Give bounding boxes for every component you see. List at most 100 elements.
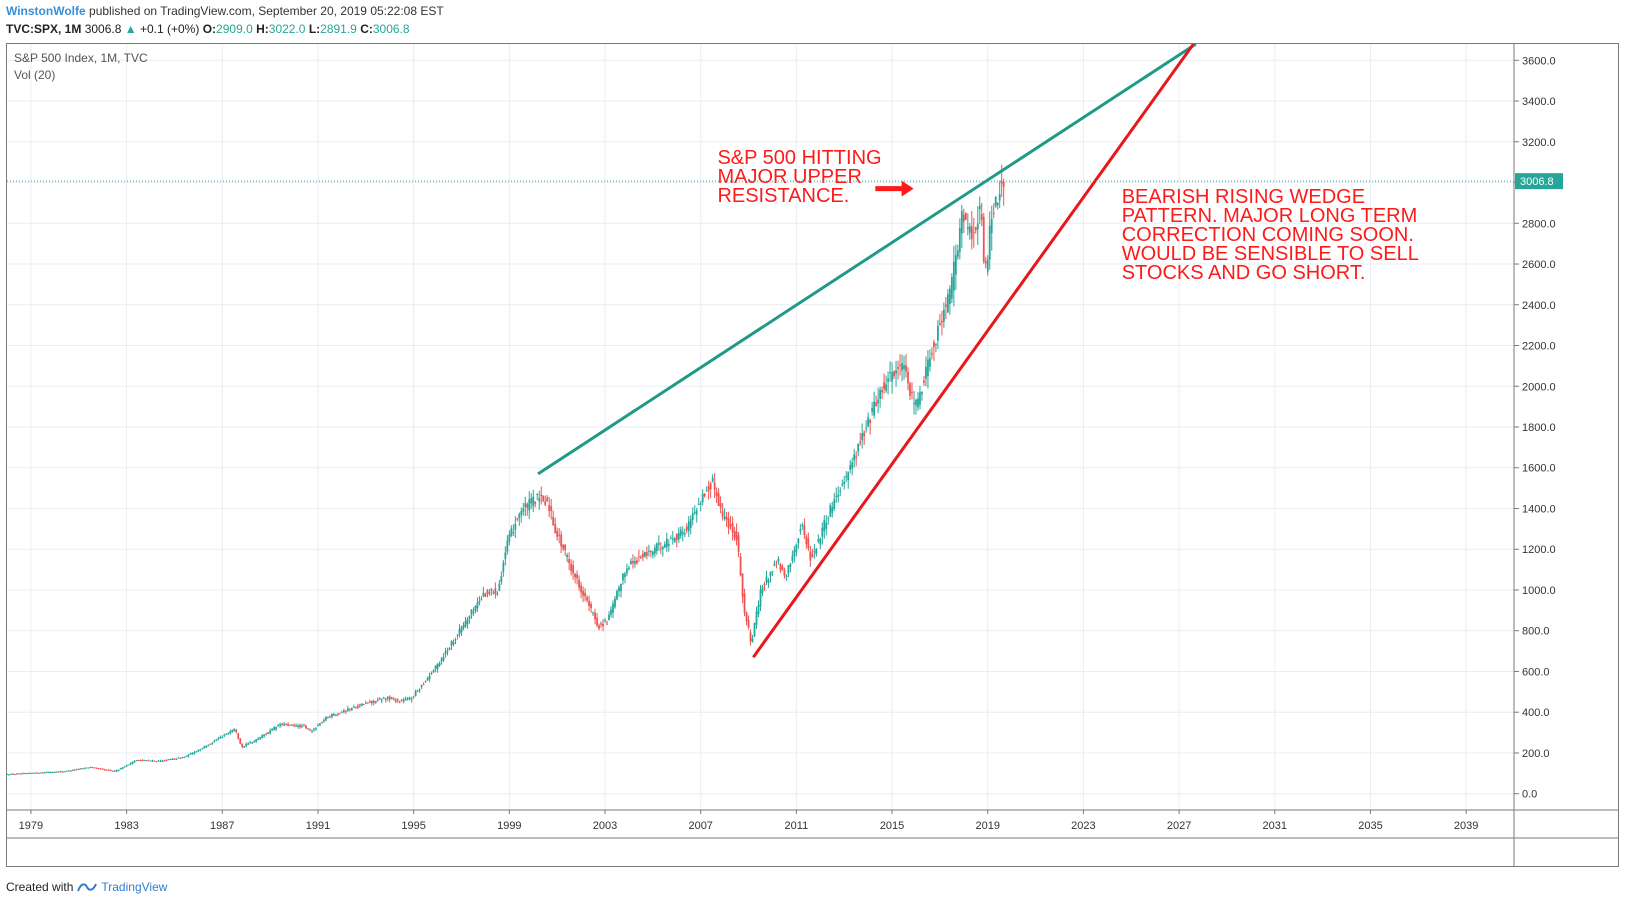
candle-body xyxy=(839,490,842,492)
candle-body xyxy=(428,675,431,680)
candle-body xyxy=(24,773,26,775)
candle-body xyxy=(663,544,666,548)
author-link[interactable]: WinstonWolfe xyxy=(6,4,86,18)
x-tick-label: 1987 xyxy=(210,820,234,832)
candle-body xyxy=(474,606,477,612)
candle-body xyxy=(257,738,260,740)
candle-body xyxy=(946,294,949,313)
candle-body xyxy=(795,544,798,552)
candle-body xyxy=(432,670,435,673)
candle-body xyxy=(452,642,455,645)
candle-body xyxy=(751,638,754,642)
candle-body xyxy=(329,716,331,718)
candle-body xyxy=(787,565,790,574)
candle-body xyxy=(937,325,939,341)
candle-body xyxy=(476,602,479,609)
candle-body xyxy=(785,575,788,577)
candle-body xyxy=(721,511,724,517)
candle-body xyxy=(665,538,668,547)
candle-body xyxy=(520,511,523,515)
candle-body xyxy=(149,760,152,762)
candle-body xyxy=(825,522,828,529)
candle-body xyxy=(871,407,874,412)
candle-body xyxy=(396,699,399,701)
candle-body xyxy=(893,371,895,377)
candle-body xyxy=(32,772,34,774)
candle-body xyxy=(331,713,333,717)
high-value: 3022.0 xyxy=(268,22,306,36)
candle-body xyxy=(630,561,632,565)
candle-body xyxy=(67,770,70,772)
candle-body xyxy=(468,615,471,619)
candle-body xyxy=(769,571,772,576)
candle-body xyxy=(28,772,30,774)
candle-body xyxy=(153,760,156,762)
candle-body xyxy=(119,768,122,770)
candle-body xyxy=(173,758,176,760)
trendlines xyxy=(537,42,1197,659)
candle-body xyxy=(293,724,295,726)
candle-body xyxy=(307,728,309,730)
candle-body xyxy=(59,771,62,773)
candle-body xyxy=(590,603,592,608)
candle-body xyxy=(797,538,800,544)
candle-body xyxy=(321,722,323,724)
candle-body xyxy=(311,730,313,732)
candle-body xyxy=(422,683,425,685)
low-label: L: xyxy=(308,22,321,36)
candle-body xyxy=(93,767,96,769)
candle-body xyxy=(484,594,487,597)
candle-body xyxy=(486,590,489,595)
annotation-1-line: RESISTANCE. xyxy=(717,185,849,207)
candle-body xyxy=(424,680,427,682)
low-value: 2891.9 xyxy=(320,22,357,36)
candle-body xyxy=(454,639,457,641)
candle-body xyxy=(789,563,792,567)
candle-body xyxy=(386,696,389,699)
candle-body xyxy=(823,519,826,532)
candle-body xyxy=(496,593,499,595)
candle-body xyxy=(564,544,567,550)
candle-body xyxy=(620,583,622,592)
candle-body xyxy=(582,590,584,596)
last-price: 3006.8 xyxy=(84,22,122,36)
candle-body xyxy=(147,760,150,762)
candle-body xyxy=(566,555,569,558)
annotation-1-line: MAJOR UPPER xyxy=(717,166,861,188)
x-tick-label: 1999 xyxy=(497,820,521,832)
candle-body xyxy=(534,501,537,504)
candle-body xyxy=(243,746,246,748)
candle-body xyxy=(273,727,276,731)
tradingview-brand-link[interactable]: TradingView xyxy=(101,880,168,894)
candle-body xyxy=(416,690,419,692)
candle-body xyxy=(643,551,646,557)
candle-body xyxy=(542,495,545,501)
tradingview-logo-icon xyxy=(77,883,98,892)
price-change: +0.1 (+0%) xyxy=(139,22,200,36)
candle-body xyxy=(380,699,383,701)
candle-body xyxy=(219,737,222,739)
support-trendline xyxy=(752,43,1195,659)
candle-body xyxy=(723,516,726,520)
x-tick-label: 2023 xyxy=(1071,820,1095,832)
candle-body xyxy=(701,493,704,503)
candle-body xyxy=(30,773,32,775)
candle-body xyxy=(97,768,100,770)
candle-body xyxy=(596,617,598,626)
candle-body xyxy=(392,698,395,700)
candle-body xyxy=(490,589,493,591)
candle-body xyxy=(356,705,359,708)
candle-body xyxy=(8,774,10,776)
candle-body xyxy=(466,618,469,625)
x-tick-label: 2003 xyxy=(593,820,617,832)
candle-body xyxy=(75,769,78,771)
candle-body xyxy=(649,551,652,553)
candle-body xyxy=(438,662,441,666)
candle-body xyxy=(338,713,341,715)
candle-body xyxy=(598,625,600,629)
candle-body xyxy=(853,454,856,461)
candle-body xyxy=(841,484,844,486)
candle-body xyxy=(283,723,285,726)
candle-body xyxy=(161,760,164,762)
